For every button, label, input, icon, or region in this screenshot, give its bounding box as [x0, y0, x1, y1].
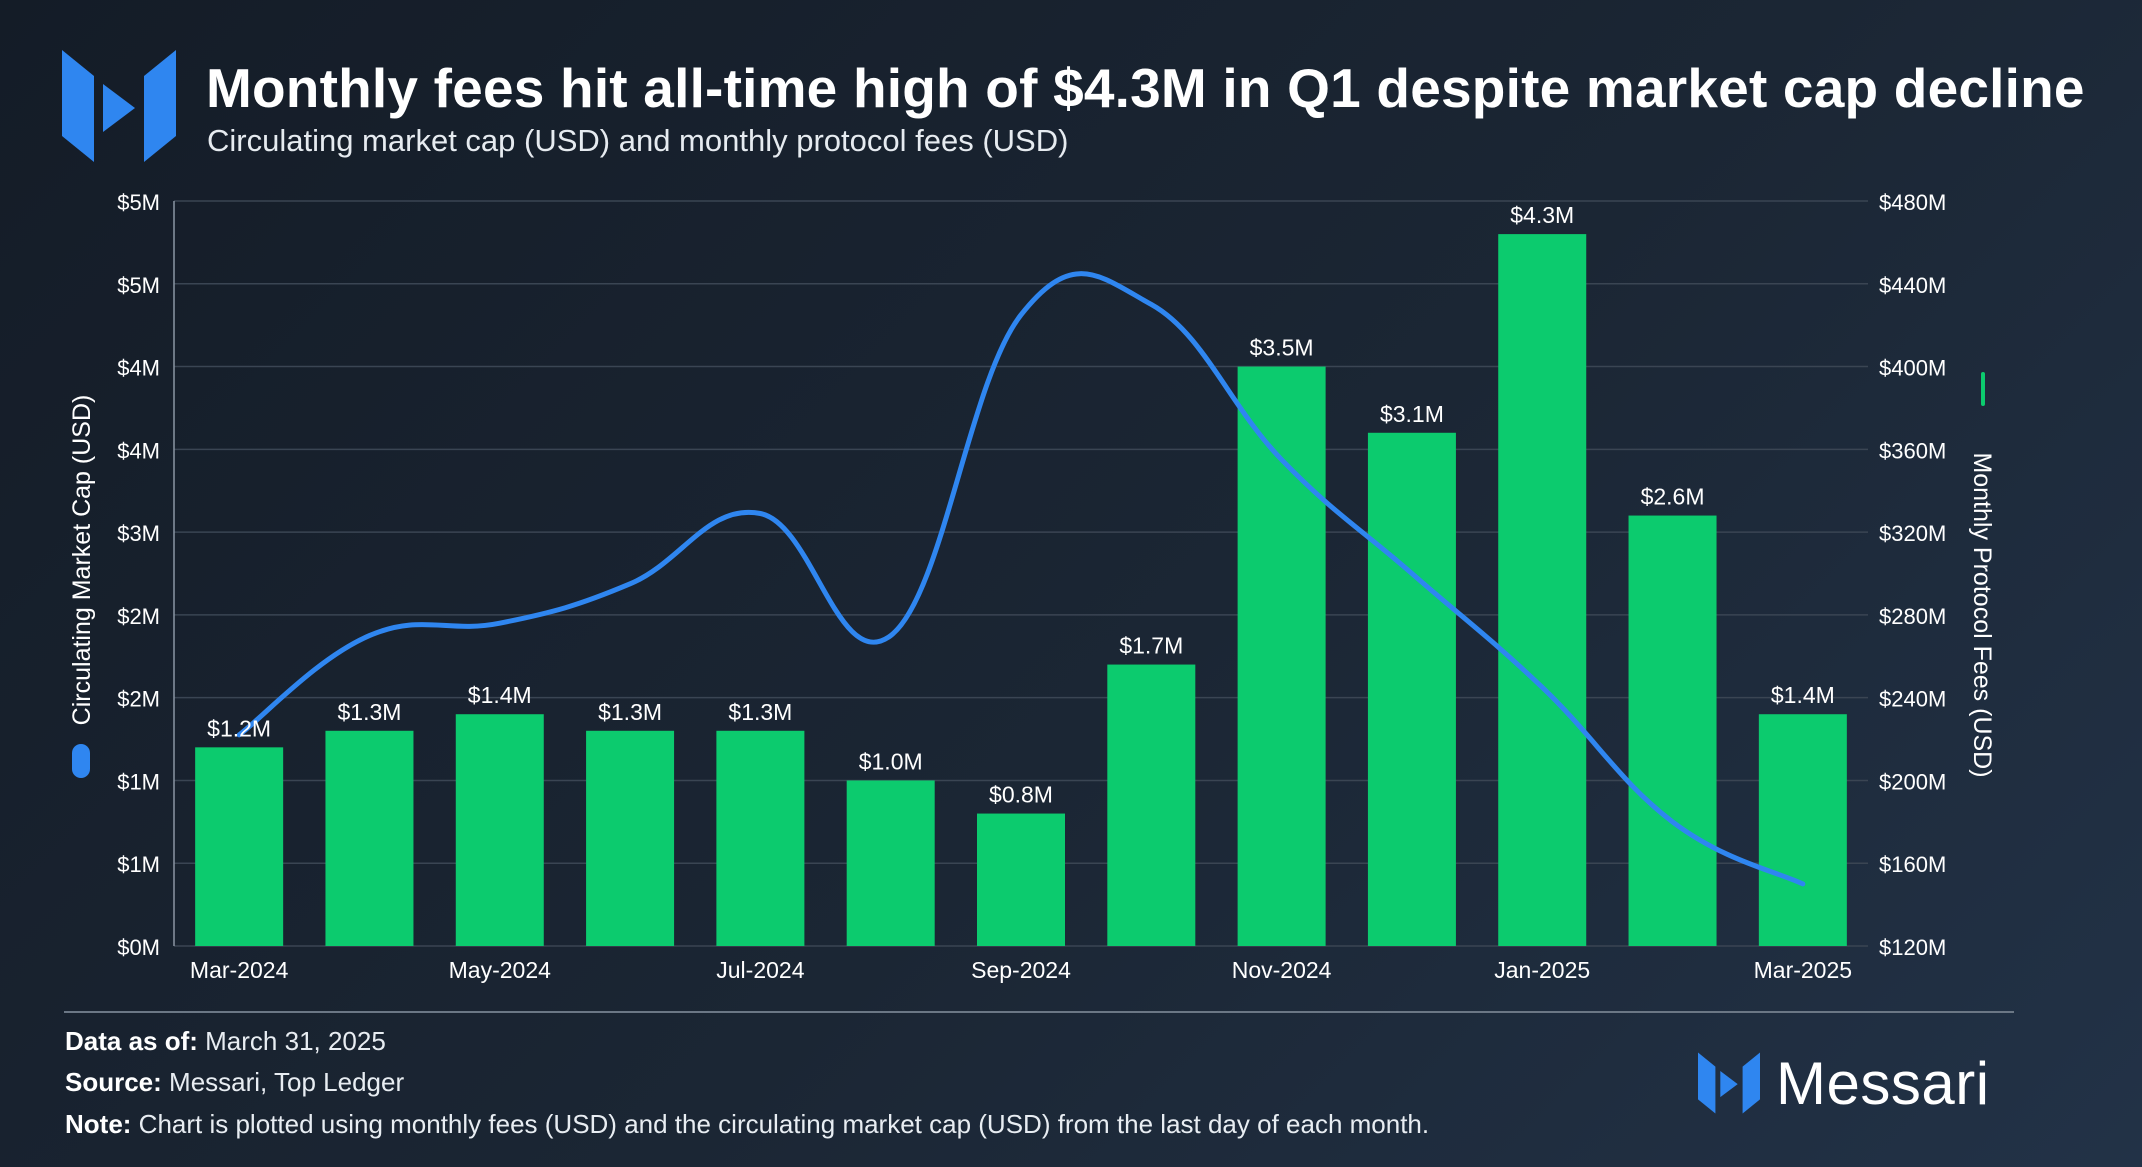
x-tick-label: Mar-2024 — [190, 957, 289, 983]
fees-bars — [195, 234, 1847, 947]
y-right-tick-label: $160M — [1879, 852, 1946, 877]
bar-data-label: $1.3M — [337, 699, 401, 725]
fee-bar — [977, 813, 1065, 946]
footer-note: Note: Chart is plotted using monthly fee… — [65, 1109, 1429, 1140]
y-right-tick-label: $440M — [1879, 273, 1946, 298]
footer-divider — [64, 1011, 2014, 1013]
fee-bar — [455, 714, 544, 946]
footer-source-label: Source: — [65, 1067, 162, 1097]
y-left-tick-label: $3M — [117, 521, 160, 546]
y-left-axis-title: Circulating Market Cap (USD) — [68, 395, 96, 726]
fee-bar — [1628, 515, 1717, 946]
fee-bar — [846, 780, 935, 946]
y-right-tick-label: $120M — [1879, 935, 1946, 960]
bar-data-label: $0.8M — [989, 782, 1053, 808]
y-right-tick-label: $280M — [1879, 604, 1946, 629]
messari-brand: Messari — [1698, 1049, 1990, 1117]
x-tick-label: May-2024 — [449, 957, 551, 983]
y-left-tick-label: $1M — [117, 852, 160, 877]
brand-name: Messari — [1776, 1049, 1990, 1117]
bar-data-label: $1.3M — [728, 699, 792, 725]
fee-bar — [1498, 234, 1587, 947]
y-left-tick-label: $4M — [117, 356, 160, 381]
bar-data-label: $2.6M — [1641, 484, 1705, 510]
footer-date-label: Data as of: — [65, 1026, 198, 1056]
fee-bar — [325, 730, 414, 946]
market-cap-legend-swatch — [72, 744, 90, 778]
x-tick-label: Sep-2024 — [971, 957, 1071, 983]
y-left-tick-label: $2M — [117, 687, 160, 712]
y-left-tick-label: $5M — [117, 273, 160, 298]
bar-data-label: $1.0M — [859, 748, 923, 774]
footer-note-label: Note: — [65, 1109, 132, 1139]
x-tick-label: Jul-2024 — [716, 957, 804, 983]
fee-bar — [1237, 366, 1326, 946]
market-cap-series-line — [236, 271, 1806, 887]
chart: $1.2M $1.3M $1.4M $1.3M $1.3M $1.0M $0.8M $1.7M… — [68, 190, 1996, 983]
x-tick-label: Jan-2025 — [1494, 957, 1590, 983]
market-cap-line — [236, 271, 1806, 887]
x-axis: Mar-2024 May-2024 Jul-2024 Sep-2024 Nov-2024… — [190, 957, 1852, 983]
footer-date: Data as of: March 31, 2025 — [65, 1026, 386, 1057]
bar-data-label: $1.4M — [468, 682, 532, 708]
footer-source-value: Messari, Top Ledger — [161, 1067, 405, 1097]
fee-bar — [716, 730, 805, 946]
chart-title: Monthly fees hit all-time high of $4.3M … — [206, 57, 2085, 119]
y-right-tick-label: $320M — [1879, 521, 1946, 546]
bar-data-label: $1.7M — [1119, 633, 1183, 659]
y-right-tick-label: $360M — [1879, 438, 1946, 463]
right-y-axis: $120M $160M $200M $240M $280M $320M $360M $400M… — [1879, 190, 1946, 960]
y-right-tick-label: $200M — [1879, 769, 1946, 794]
y-left-tick-label: $5M — [117, 190, 160, 215]
bar-data-label: $3.1M — [1380, 401, 1444, 427]
bar-data-label: $1.3M — [598, 699, 662, 725]
bar-data-label: $1.4M — [1771, 682, 1835, 708]
y-right-tick-label: $400M — [1879, 356, 1946, 381]
fee-bar — [586, 730, 675, 946]
fee-bar — [195, 747, 284, 946]
y-right-tick-label: $240M — [1879, 687, 1946, 712]
fee-bar — [1367, 432, 1456, 946]
fee-bar — [1107, 664, 1196, 946]
chart-subtitle: Circulating market cap (USD) and monthly… — [207, 123, 1069, 158]
data-labels: $1.2M $1.3M $1.4M $1.3M $1.3M $1.0M $0.8M $1.7M… — [207, 202, 1835, 807]
messari-logo-icon — [62, 50, 176, 162]
y-left-tick-label: $1M — [117, 769, 160, 794]
legend: Circulating Market Cap (USD) Monthly Prot… — [68, 372, 1996, 778]
bar-data-label: $1.2M — [207, 715, 271, 741]
bar-data-label: $4.3M — [1510, 202, 1574, 228]
fees-legend-swatch — [1981, 372, 1985, 406]
fee-bar — [1758, 714, 1847, 946]
left-y-axis: $0M $1M $1M $2M $2M $3M $4M $4M $5M $5M — [117, 190, 160, 960]
footer-source: Source: Messari, Top Ledger — [65, 1067, 404, 1098]
bar-data-label: $3.5M — [1250, 335, 1314, 361]
x-tick-label: Nov-2024 — [1232, 957, 1332, 983]
y-right-axis-title: Monthly Protocol Fees (USD) — [1968, 452, 1996, 777]
y-right-tick-label: $480M — [1879, 190, 1946, 215]
y-left-tick-label: $2M — [117, 604, 160, 629]
y-left-tick-label: $4M — [117, 438, 160, 463]
footer-note-value: Chart is plotted using monthly fees (USD… — [131, 1109, 1430, 1139]
x-tick-label: Mar-2025 — [1754, 957, 1852, 983]
footer-date-value: March 31, 2025 — [197, 1026, 386, 1056]
y-left-tick-label: $0M — [117, 935, 160, 960]
messari-brand-icon — [1698, 1052, 1760, 1114]
